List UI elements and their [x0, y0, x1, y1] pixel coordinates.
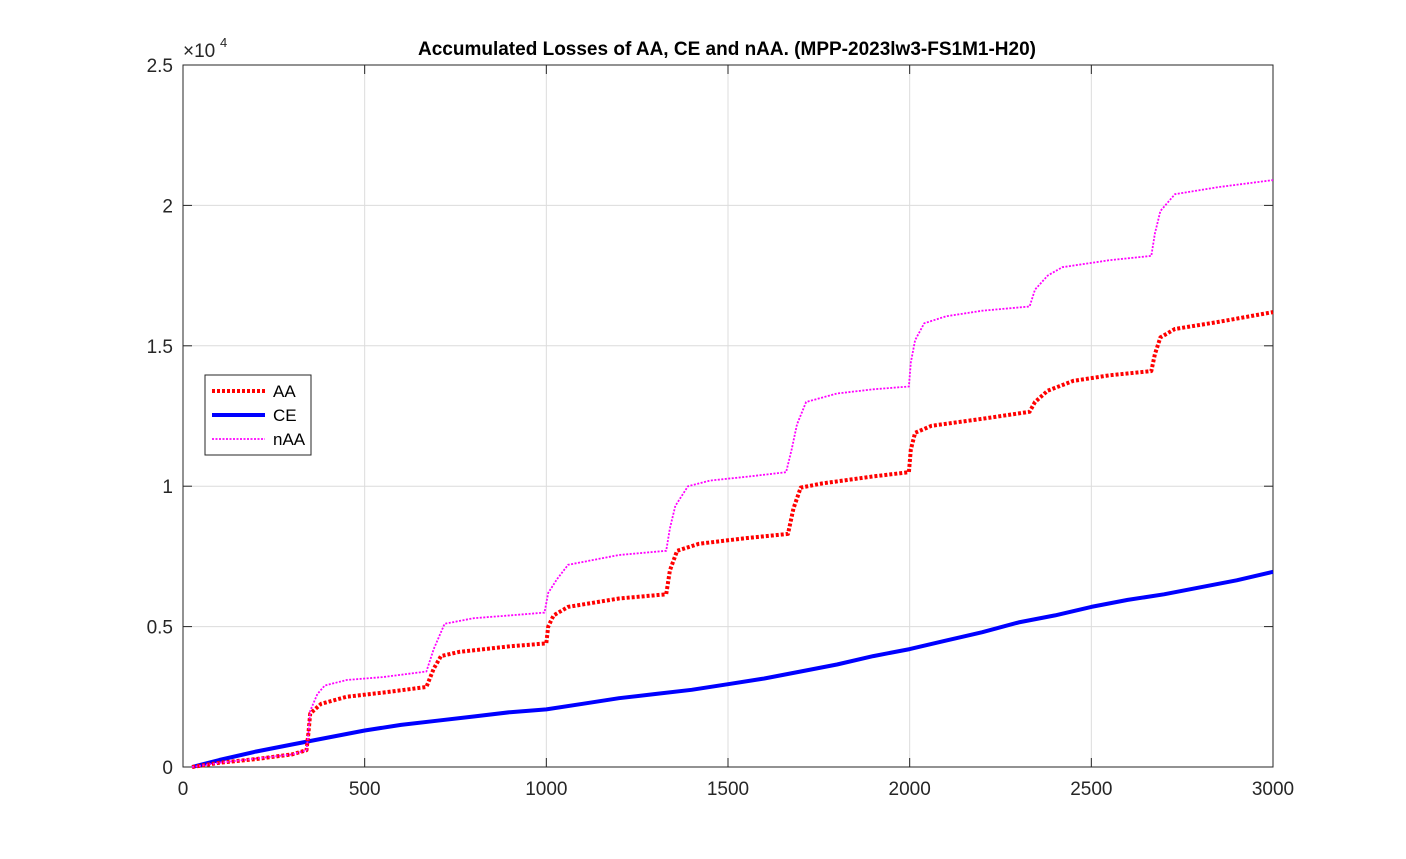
x-tick-label: 3000 [1252, 779, 1294, 800]
y-tick-label: 0 [162, 758, 173, 779]
y-axis-exponent-base: ×10 [183, 41, 215, 62]
y-tick-label: 0.5 [147, 618, 173, 639]
series-line-naa [191, 179, 1274, 768]
y-tick-label: 2 [162, 196, 173, 217]
y-axis-exponent-power: 4 [220, 35, 227, 50]
legend-label-aa: AA [273, 382, 296, 401]
x-tick-label: 1500 [707, 779, 749, 800]
series-layer [191, 179, 1274, 769]
y-axis-tick-labels: 0 0.5 1 1.5 2 2.5 [147, 56, 173, 779]
x-tick-label: 2000 [889, 779, 931, 800]
x-tick-label: 1000 [525, 779, 567, 800]
chart-title: Accumulated Losses of AA, CE and nAA. (M… [418, 39, 1036, 60]
x-axis-tick-labels: 0 500 1000 1500 2000 2500 3000 [178, 779, 1294, 800]
axis-ticks [182, 64, 1274, 768]
series-line-aa [191, 310, 1274, 769]
legend: AA CE nAA [204, 374, 312, 456]
y-tick-label: 1 [162, 477, 173, 498]
legend-label-ce: CE [273, 406, 297, 425]
x-tick-label: 0 [178, 779, 189, 800]
x-tick-label: 500 [349, 779, 381, 800]
y-tick-label: 1.5 [147, 337, 173, 358]
legend-label-naa: nAA [273, 430, 306, 449]
y-tick-label: 2.5 [147, 56, 173, 77]
series-line-ce [191, 569, 1274, 769]
x-tick-label: 2500 [1070, 779, 1112, 800]
